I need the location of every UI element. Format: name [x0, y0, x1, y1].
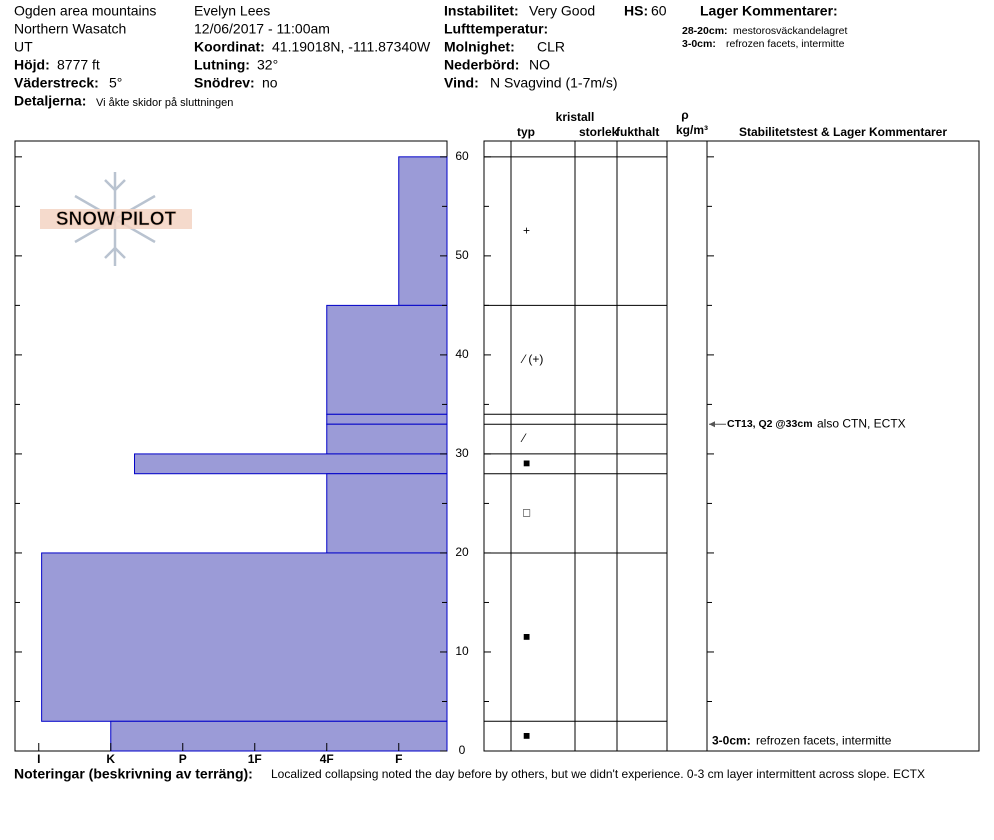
value: CLR — [537, 39, 565, 55]
label: Snödrev: — [194, 75, 255, 91]
hardness-bar — [326, 473, 448, 554]
hardness-bar — [326, 304, 448, 415]
y-tick-label: 30 — [455, 446, 469, 460]
y-tick-label: 60 — [455, 149, 469, 163]
label: Detaljerna: — [14, 93, 86, 109]
column-header: fukthalt — [616, 125, 659, 139]
test-note: also CTN, ECTX — [817, 416, 906, 430]
logo-text: SNOW PILOT — [56, 209, 177, 230]
label: Koordinat: — [194, 39, 265, 55]
y-tick-label: 0 — [459, 743, 466, 757]
grain-type: ⁄ — [520, 431, 527, 445]
label: Väderstreck: — [14, 75, 99, 91]
header: Ogden area mountains Northern Wasatch UT… — [14, 3, 847, 109]
y-tick-label: 50 — [455, 248, 469, 262]
arrow-head — [709, 421, 715, 428]
grain-type: + — [523, 223, 530, 237]
hardness-bar — [41, 552, 448, 722]
label: Nederbörd: — [444, 57, 519, 73]
observer: Evelyn Lees — [194, 3, 270, 19]
value: N Svagvind (1-7m/s) — [490, 75, 618, 91]
state: UT — [14, 39, 33, 55]
value: 8777 ft — [57, 57, 100, 73]
hardness-bar — [398, 156, 448, 306]
value: 5° — [109, 75, 122, 91]
label: Höjd: — [14, 57, 50, 73]
hardness-bar — [110, 720, 448, 752]
column-header: kristall — [556, 110, 595, 124]
label: Lufttemperatur: — [444, 21, 548, 37]
label: 28-20cm: — [682, 25, 728, 37]
footer-text: Localized collapsing noted the day befor… — [271, 767, 925, 781]
grain-type: □ — [523, 506, 530, 520]
value: mestorosväckandelagret — [733, 25, 847, 37]
column-header: typ — [517, 125, 535, 139]
y-tick-label: 40 — [455, 347, 469, 361]
label: Molnighet: — [444, 39, 515, 55]
table-columns — [510, 141, 708, 751]
value: 41.19018N, -111.87340W — [272, 39, 431, 55]
label: Lager Kommentarer: — [700, 3, 838, 19]
comment-text: refrozen facets, intermitte — [756, 733, 892, 747]
x-tick-label: 1F — [248, 752, 262, 766]
x-tick-label: K — [106, 752, 115, 766]
value: no — [262, 75, 278, 91]
label: 3-0cm: — [682, 38, 716, 50]
logo: SNOW PILOT — [40, 172, 192, 266]
grain-type: ⁄ (+) — [520, 352, 543, 366]
footer-label: Noteringar (beskrivning av terräng): — [14, 766, 253, 782]
hardness-bar — [134, 453, 448, 475]
grain-type: ■ — [523, 456, 530, 470]
test-result: CT13, Q2 @33cm — [727, 418, 813, 430]
range: Northern Wasatch — [14, 21, 126, 37]
y-tick-label: 10 — [455, 644, 469, 658]
value: Very Good — [529, 3, 595, 19]
datetime: 12/06/2017 - 11:00am — [194, 21, 330, 37]
label: Lutning: — [194, 57, 250, 73]
value: refrozen facets, intermitte — [726, 38, 845, 50]
label: Instabilitet: — [444, 3, 519, 19]
value: 60 — [651, 3, 667, 19]
hardness-bar — [326, 413, 448, 425]
value: NO — [529, 57, 550, 73]
label: HS: — [624, 3, 648, 19]
x-tick-label: I — [37, 752, 40, 766]
value: Vi åkte skidor på sluttningen — [96, 97, 233, 109]
grain-type: ■ — [523, 728, 530, 742]
column-header: storlek — [579, 125, 619, 139]
location: Ogden area mountains — [14, 3, 156, 19]
hardness-bar — [326, 423, 448, 455]
column-header: ρ — [681, 108, 688, 122]
x-tick-label: 4F — [320, 752, 334, 766]
comment-range: 3-0cm: — [712, 733, 751, 747]
value: 32° — [257, 57, 278, 73]
x-tick-label: F — [395, 752, 402, 766]
table-frame — [483, 140, 980, 752]
column-headers: kristall typ storlek fukthalt ρ kg/m³ St… — [517, 108, 947, 139]
grain-type: ■ — [523, 629, 530, 643]
column-header: kg/m³ — [676, 123, 708, 137]
column-header: Stabilitetstest & Lager Kommentarer — [739, 125, 947, 139]
label: Vind: — [444, 75, 479, 91]
y-tick-label: 20 — [455, 545, 469, 559]
x-tick-label: P — [179, 752, 187, 766]
